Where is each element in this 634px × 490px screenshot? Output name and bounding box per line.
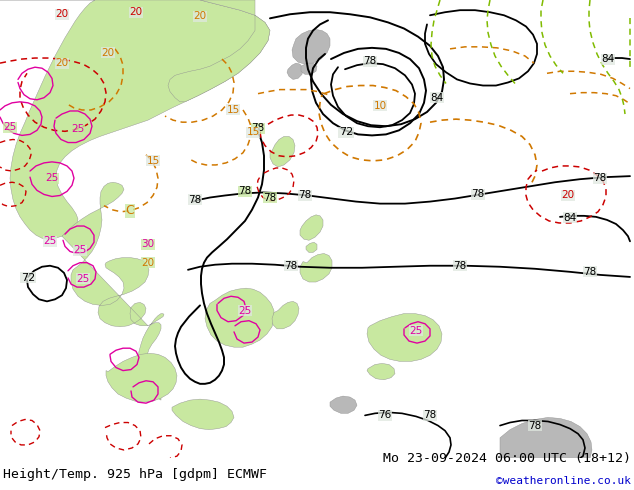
Text: 20: 20 [141, 258, 155, 268]
Polygon shape [168, 0, 270, 102]
Text: 15: 15 [247, 127, 260, 137]
Text: 78: 78 [528, 420, 541, 431]
Text: 25: 25 [72, 124, 84, 134]
Text: 20: 20 [193, 11, 207, 21]
Polygon shape [301, 63, 317, 74]
Polygon shape [330, 396, 357, 414]
Text: 25: 25 [46, 173, 58, 183]
Text: 78: 78 [238, 186, 252, 196]
Polygon shape [62, 182, 149, 327]
Text: 30: 30 [141, 239, 155, 249]
Text: 15: 15 [226, 105, 240, 115]
Polygon shape [292, 29, 330, 64]
Text: 20: 20 [55, 9, 68, 19]
Text: 20: 20 [129, 7, 143, 17]
Text: 25: 25 [74, 245, 87, 255]
Text: Height/Temp. 925 hPa [gdpm] ECMWF: Height/Temp. 925 hPa [gdpm] ECMWF [3, 468, 267, 481]
Polygon shape [205, 288, 274, 347]
Text: Mo 23-09-2024 06:00 UTC (18+12): Mo 23-09-2024 06:00 UTC (18+12) [383, 451, 631, 465]
Text: 78: 78 [251, 123, 264, 133]
Polygon shape [272, 301, 299, 329]
Text: 20: 20 [562, 191, 574, 200]
Text: 78: 78 [471, 190, 484, 199]
Polygon shape [306, 243, 317, 252]
Text: 72: 72 [21, 273, 35, 283]
Text: 25: 25 [3, 122, 16, 132]
Text: 78: 78 [583, 267, 597, 277]
Text: 78: 78 [363, 56, 377, 66]
Text: 78: 78 [453, 261, 467, 271]
Polygon shape [172, 399, 234, 430]
Text: ©weatheronline.co.uk: ©weatheronline.co.uk [496, 476, 631, 486]
Text: 76: 76 [378, 411, 392, 420]
Text: 20: 20 [55, 58, 68, 68]
Text: 78: 78 [593, 173, 607, 183]
Polygon shape [500, 417, 592, 458]
Polygon shape [367, 314, 442, 362]
Text: 10: 10 [373, 101, 387, 111]
Text: 20: 20 [101, 48, 115, 58]
Text: 78: 78 [285, 261, 297, 271]
Text: 25: 25 [238, 306, 252, 316]
Text: 72: 72 [339, 127, 353, 137]
Text: 84: 84 [430, 93, 444, 103]
Text: 15: 15 [146, 156, 160, 166]
Polygon shape [106, 353, 177, 402]
Polygon shape [300, 215, 323, 240]
Polygon shape [287, 63, 303, 79]
Text: 25: 25 [410, 326, 423, 336]
Polygon shape [270, 136, 295, 167]
Polygon shape [367, 364, 395, 380]
Text: 25: 25 [76, 274, 89, 284]
Text: 78: 78 [299, 191, 312, 200]
Text: 84: 84 [602, 54, 614, 64]
Text: 84: 84 [564, 213, 577, 223]
Text: 25: 25 [43, 236, 56, 246]
Text: C: C [126, 204, 134, 217]
Polygon shape [300, 253, 332, 282]
Text: 78: 78 [188, 195, 202, 204]
Text: 78: 78 [263, 193, 276, 202]
Polygon shape [138, 314, 164, 400]
Polygon shape [0, 0, 270, 239]
Text: 78: 78 [424, 411, 437, 420]
